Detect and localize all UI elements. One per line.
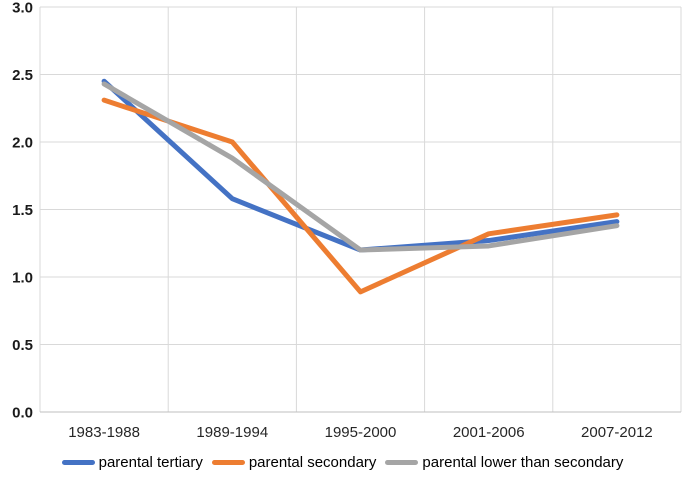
x-tick-label: 2001-2006 <box>453 424 525 441</box>
y-tick-label: 0.5 <box>12 337 33 354</box>
series-line-parental-secondary <box>101 97 620 295</box>
legend-item: parental lower than secondary <box>385 454 623 471</box>
legend-line-swatch-icon <box>61 460 95 465</box>
y-tick-label: 2.0 <box>12 135 33 152</box>
legend-line-swatch-icon <box>385 460 419 465</box>
y-tick-label: 1.5 <box>12 202 33 219</box>
y-tick-label: 1.0 <box>12 270 33 287</box>
legend: parental tertiary parental secondary paren… <box>0 454 685 471</box>
y-tick-label: 0.0 <box>12 405 33 422</box>
y-tick-label: 2.5 <box>12 67 33 84</box>
legend-line-swatch-icon <box>211 460 245 465</box>
y-tick-label: 3.0 <box>12 0 33 17</box>
x-tick-label: 1983-1988 <box>68 424 140 441</box>
series-line-parental-lower-than-secondary <box>101 81 620 253</box>
plot-area: 0.0 0.5 1.0 1.5 2.0 2.5 3.0 1983-1988 1989-1994 1… <box>12 0 682 441</box>
legend-label: parental lower than secondary <box>422 454 624 471</box>
legend-label: parental tertiary <box>98 454 203 471</box>
x-tick-label: 1989-1994 <box>196 424 268 441</box>
legend-label: parental secondary <box>248 454 377 471</box>
x-tick-label: 2007-2012 <box>581 424 653 441</box>
legend-item: parental tertiary <box>61 454 203 471</box>
legend-item: parental secondary <box>211 454 377 471</box>
x-tick-label: 1995-2000 <box>325 424 397 441</box>
